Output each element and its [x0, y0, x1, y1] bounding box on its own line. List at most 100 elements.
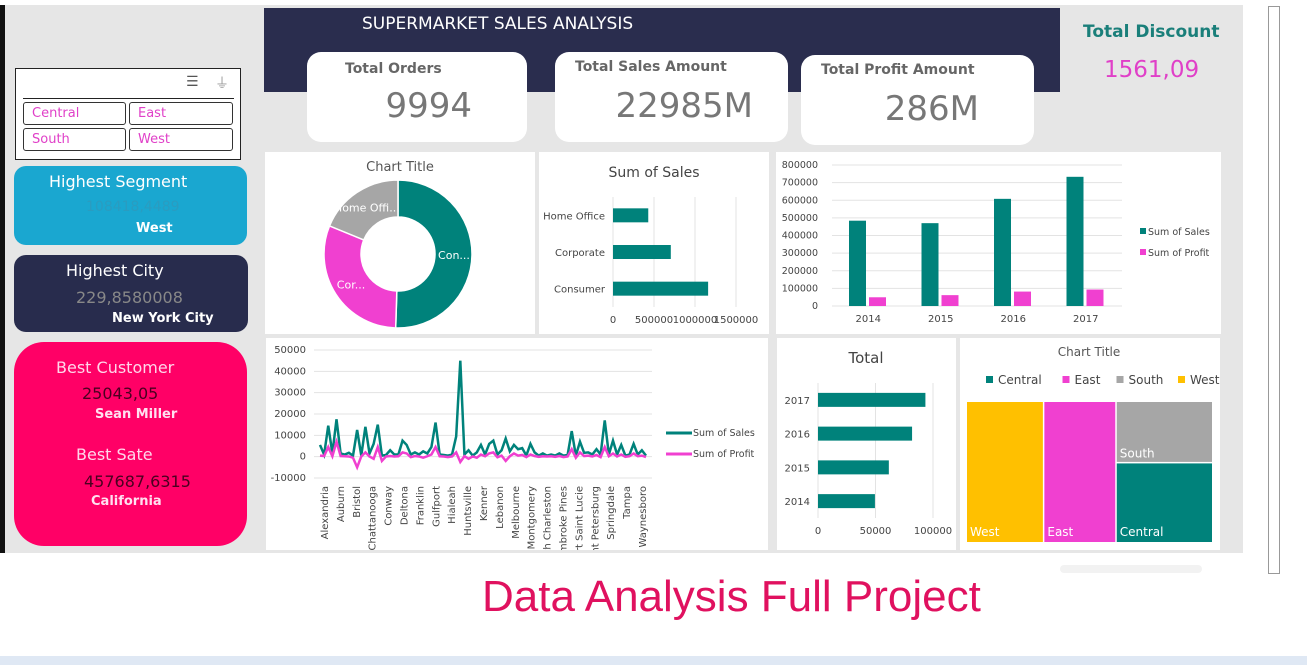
slicer-item-west[interactable]: West [129, 128, 233, 151]
x-tick-label: Melbourne [511, 486, 522, 539]
chart-title: Chart Title [1058, 345, 1121, 359]
treemap-tile [1116, 463, 1212, 542]
kpi-value: 286M [884, 89, 979, 129]
y-tick-label: 20000 [274, 409, 306, 420]
x-tick-label: Lebanon [495, 486, 506, 529]
legend-label: West [1190, 373, 1220, 387]
chart-title: Chart Title [366, 160, 434, 175]
x-tick-label: 2015 [928, 314, 953, 325]
bar [1014, 291, 1031, 306]
total-discount-value: 1561,09 [1104, 57, 1200, 83]
x-tick-label: Pembroke Pines [559, 486, 570, 550]
bar [818, 494, 875, 509]
x-tick-label: Waynesboro [638, 486, 649, 547]
kpi-label: Total Orders [345, 61, 442, 77]
x-tick-label: North Charleston [543, 486, 554, 550]
x-tick-label: 0 [610, 315, 616, 326]
card-title-2: Best Sate [76, 445, 153, 464]
x-tick-label: Alexandria [320, 486, 331, 539]
x-tick-label: Deltona [400, 486, 411, 525]
legend-swatch [1116, 376, 1124, 383]
legend-swatch [1140, 249, 1146, 255]
card-title: Highest Segment [49, 172, 188, 191]
x-tick-label: 500000 [635, 315, 673, 326]
divider [23, 98, 234, 99]
donut-slice [323, 224, 398, 329]
x-tick-label: 1500000 [714, 315, 759, 326]
multi-select-icon[interactable]: ☰ [186, 74, 199, 90]
y-tick-label: 2017 [785, 396, 810, 407]
y-tick-label: Home Office [543, 211, 605, 222]
legend-swatch [1140, 228, 1146, 234]
x-tick-label: 1000000 [673, 315, 718, 326]
tile-label: East [1047, 525, 1073, 539]
y-tick-label: 40000 [274, 366, 306, 377]
chart-title: Total [847, 349, 883, 367]
kpi-label: Total Profit Amount [821, 62, 975, 78]
x-tick-label: Tampa [622, 486, 633, 520]
footer-caption: Data Analysis Full Project [482, 572, 981, 621]
x-tick-label: 50000 [860, 526, 892, 537]
sheet-tab-bar [1060, 565, 1202, 573]
y-tick-label: Consumer [554, 285, 606, 296]
card-title: Highest City [66, 261, 164, 280]
bar [1066, 176, 1084, 306]
slicer-item-south[interactable]: South [23, 128, 126, 151]
window-edge [0, 5, 5, 553]
region-slicer: ☰ ⏚ Central East South West [15, 68, 241, 160]
x-tick-label: Hialeah [447, 486, 458, 524]
slice-label: Home Offi... [334, 201, 400, 214]
card-sub: West [136, 221, 173, 236]
kpi-value: 22985M [615, 86, 754, 126]
card-value: 108418,4489 [86, 199, 180, 215]
card-value-2: 457687,6315 [84, 472, 191, 491]
segment-donut-chart: Chart Title Con... Cor... Home Offi... [265, 152, 535, 334]
treemap-tile [967, 402, 1043, 542]
slicer-item-east[interactable]: East [129, 102, 233, 125]
card-sub: New York City [112, 311, 214, 326]
x-tick-label: Auburn [336, 486, 347, 522]
slicer-item-central[interactable]: Central [23, 102, 126, 125]
y-tick-label: 600000 [782, 195, 818, 206]
slice-label: Con... [438, 249, 470, 262]
bar [941, 295, 959, 306]
clear-filter-icon[interactable]: ⏚ [215, 76, 229, 92]
y-tick-label: 2014 [785, 497, 810, 508]
card-title: Best Customer [56, 358, 175, 377]
bar [613, 245, 671, 259]
series-line [318, 360, 647, 460]
x-tick-label: Saint Petersburg [590, 486, 601, 550]
x-tick-label: Bristol [352, 486, 363, 518]
legend-label: Central [998, 373, 1042, 387]
y-tick-label: 100000 [782, 283, 818, 294]
x-tick-label: Conway [384, 486, 395, 526]
y-tick-label: 800000 [782, 160, 818, 171]
bar [849, 220, 866, 306]
taskbar [0, 656, 1307, 665]
bar [1086, 289, 1104, 306]
x-tick-label: Montgomery [527, 486, 538, 549]
highest-city-card: Highest City 229,8580008 New York City [14, 255, 248, 332]
x-tick-label: 2014 [856, 314, 881, 325]
bar [818, 426, 913, 441]
vertical-scrollbar[interactable] [1268, 6, 1280, 574]
kpi-total-profit: Total Profit Amount 286M [801, 55, 1034, 145]
treemap-tile [1116, 402, 1212, 462]
x-tick-label: Chattanooga [368, 486, 379, 550]
slice-label: Cor... [337, 278, 365, 291]
chart-title: Sum of Sales [608, 165, 699, 181]
tile-label: South [1120, 446, 1155, 460]
bar [921, 223, 939, 306]
city-sales-line-chart: -10000 0 10000 20000 30000 40000 50000 Sum of S… [266, 338, 768, 550]
y-tick-label: 500000 [782, 213, 818, 224]
bar [613, 281, 709, 296]
x-tick-label: Gulfport [431, 486, 442, 527]
legend-label: Sum of Profit [1148, 248, 1210, 259]
legend-label: East [1075, 373, 1101, 387]
y-tick-label: 300000 [782, 248, 818, 259]
x-tick-label: Franklin [415, 486, 426, 525]
y-tick-label: 0 [300, 452, 306, 463]
legend-swatch [1178, 376, 1185, 383]
kpi-total-orders: Total Orders 9994 [307, 52, 527, 142]
